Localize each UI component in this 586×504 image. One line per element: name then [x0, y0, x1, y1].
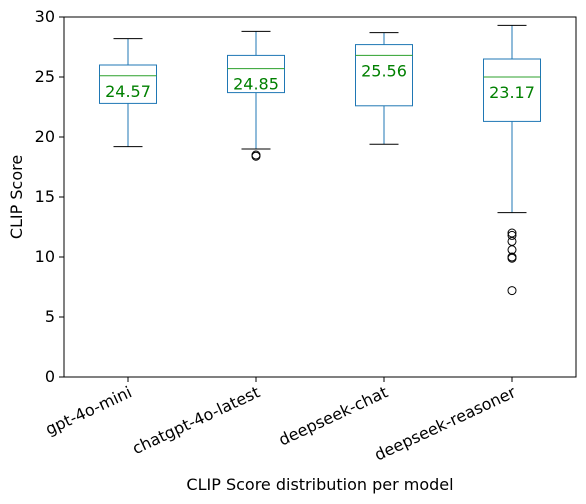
y-tick-label: 20 — [35, 127, 55, 146]
iqr-box — [227, 54, 285, 94]
iqr-box — [483, 58, 541, 122]
mean-label: 23.17 — [489, 83, 535, 102]
y-axis: 0 5 10 15 20 25 30 — [35, 7, 64, 386]
box-group: 23.17 — [483, 24, 541, 296]
box-series: 24.57 24.85 25.56 23.17 — [99, 24, 541, 296]
plot-area-frame — [63, 16, 577, 378]
iqr-box — [355, 44, 413, 107]
y-tick-label: 15 — [35, 187, 55, 206]
iqr-box — [99, 64, 157, 104]
box-group: 24.57 — [99, 38, 157, 148]
outlier-point — [251, 151, 261, 161]
mean-label: 24.57 — [105, 82, 151, 101]
outlier-point — [507, 253, 517, 263]
y-tick-label: 0 — [45, 367, 55, 386]
x-axis-label: CLIP Score distribution per model — [186, 475, 453, 494]
y-tick-label: 25 — [35, 67, 55, 86]
y-axis-label: CLIP Score — [7, 155, 26, 239]
box-group: 24.85 — [227, 30, 285, 161]
outlier-point — [507, 286, 517, 296]
mean-label: 24.85 — [233, 75, 279, 94]
outlier-point — [507, 230, 517, 240]
mean-label: 25.56 — [361, 61, 407, 80]
y-tick-label: 5 — [45, 307, 55, 326]
y-tick-label: 30 — [35, 7, 55, 26]
y-tick-label: 10 — [35, 247, 55, 266]
box-group: 25.56 — [355, 32, 413, 145]
